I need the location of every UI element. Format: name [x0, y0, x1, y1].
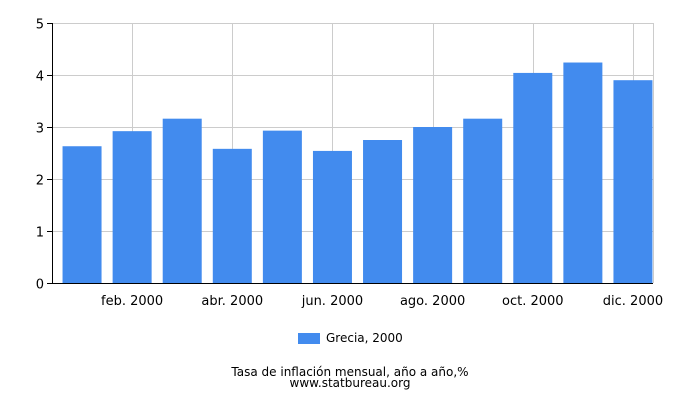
- x-tick-label: ago. 2000: [400, 294, 465, 309]
- bar: [463, 118, 503, 284]
- bar: [613, 80, 653, 283]
- y-tick-label: 3: [36, 122, 44, 137]
- x-tick-label: dic. 2000: [603, 294, 663, 309]
- x-tick-label: feb. 2000: [101, 294, 163, 309]
- bar: [112, 131, 152, 283]
- bar: [212, 148, 252, 283]
- bar: [62, 146, 102, 283]
- bar: [363, 140, 403, 283]
- legend: Grecia, 2000: [298, 331, 403, 345]
- bars: [62, 62, 653, 284]
- x-tick-label: oct. 2000: [502, 294, 564, 309]
- bar: [312, 150, 352, 283]
- legend-swatch: [298, 332, 320, 344]
- axes: 0 1 2 3 4 5 feb. 2000 abr. 2000 jun. 2000 ago. 20…: [36, 18, 663, 310]
- y-tick-label: 1: [36, 226, 44, 241]
- y-tick-label: 4: [36, 70, 44, 85]
- bar: [513, 72, 553, 283]
- y-tick-label: 2: [36, 174, 44, 189]
- x-tick-label: jun. 2000: [301, 294, 363, 309]
- x-tick-label: abr. 2000: [201, 294, 263, 309]
- bar: [413, 127, 453, 283]
- bar: [563, 62, 603, 283]
- chart-title: Tasa de inflación mensual, año a año,%: [231, 365, 469, 379]
- y-tick-label: 0: [36, 278, 44, 293]
- legend-label: Grecia, 2000: [326, 331, 403, 345]
- source-url: www.statbureau.org: [289, 376, 411, 390]
- bar: [262, 130, 302, 283]
- grid: [52, 23, 654, 284]
- y-tick-label: 5: [36, 18, 44, 33]
- bar: [162, 118, 202, 284]
